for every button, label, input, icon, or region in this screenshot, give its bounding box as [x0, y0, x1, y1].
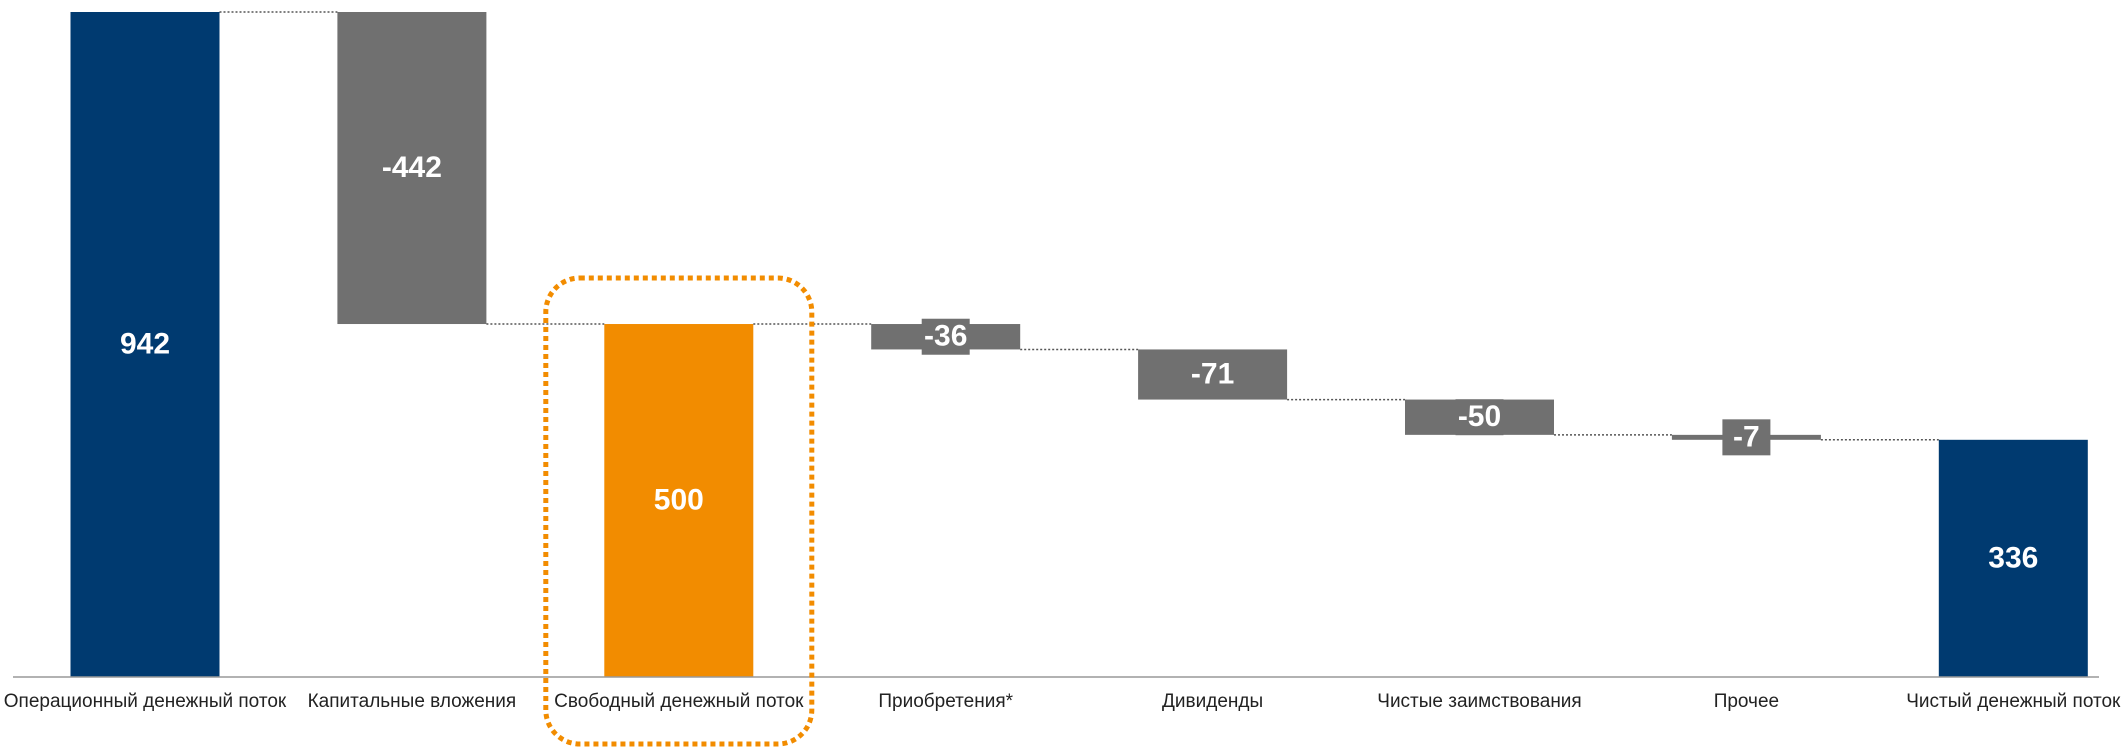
- x-tick-label: Чистые заимствования: [1377, 691, 1581, 712]
- bar: [70, 12, 220, 677]
- value-label: -71: [1191, 357, 1234, 390]
- bar: [604, 324, 754, 677]
- x-tick-label: Прочее: [1714, 691, 1779, 712]
- bar: [337, 12, 487, 325]
- value-label: -36: [924, 320, 967, 353]
- bar: [1138, 349, 1288, 400]
- value-label: 942: [120, 327, 170, 360]
- value-label: -7: [1733, 420, 1760, 453]
- x-tick-label: Операционный денежный поток: [4, 691, 287, 712]
- x-tick-label: Капитальные вложения: [308, 691, 517, 712]
- label-box: [1455, 399, 1504, 436]
- highlight-box: [543, 275, 815, 747]
- x-tick-label: Чистый денежный поток: [1906, 691, 2121, 712]
- x-tick-label: Приобретения*: [878, 691, 1013, 712]
- x-tick-label: Свободный денежный поток: [554, 691, 804, 712]
- label-box: [1722, 419, 1771, 456]
- label-box: [921, 318, 970, 355]
- value-label: 336: [1988, 541, 2038, 574]
- value-label: -442: [382, 151, 442, 184]
- value-label: -50: [1458, 400, 1501, 433]
- value-label: 500: [654, 483, 704, 516]
- bar: [1938, 439, 2088, 677]
- x-tick-label: Дивиденды: [1162, 691, 1263, 712]
